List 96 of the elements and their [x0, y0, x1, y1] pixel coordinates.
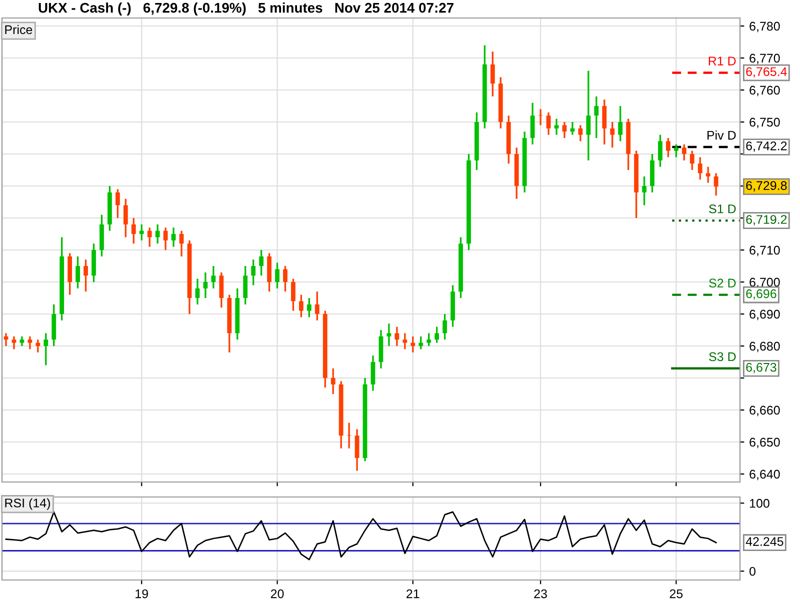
candlestick: [28, 336, 32, 350]
candlestick: [123, 198, 128, 238]
candlestick: [490, 50, 495, 98]
candlestick: [115, 188, 120, 219]
candlestick: [658, 134, 662, 168]
text: 42.245: [746, 537, 784, 546]
ref-line-label: Piv D: [707, 130, 736, 140]
candlestick: [291, 278, 296, 312]
candlestick: [76, 256, 80, 290]
candlestick: [402, 332, 408, 350]
y-tick-label: 0: [750, 566, 756, 576]
candlestick: [546, 112, 551, 136]
candlestick: [586, 70, 591, 162]
candlestick: [36, 338, 40, 354]
candlestick: [306, 297, 312, 318]
candlestick: [203, 272, 208, 299]
candlestick: [410, 336, 416, 354]
candlestick: [578, 124, 583, 142]
y-tick-label: 6,660: [750, 406, 780, 416]
y-tick-label: 6,680: [750, 342, 780, 352]
candlestick: [394, 326, 400, 347]
text: 6,719.2: [746, 215, 787, 226]
candlestick: [618, 105, 623, 142]
ref-line-label: S3 D: [709, 352, 736, 362]
candlestick: [163, 226, 168, 251]
candlestick: [706, 166, 710, 184]
candlestick: [179, 230, 184, 258]
y-tick-label: 6,640: [750, 470, 780, 480]
candlestick: [690, 150, 694, 171]
candlestick: [554, 118, 559, 136]
y-tick-label: 6,700: [750, 278, 780, 288]
candlestick: [610, 121, 615, 148]
candlestick: [155, 224, 160, 244]
candlestick: [283, 265, 288, 292]
text: 6,765.4: [746, 67, 787, 78]
candlestick: [682, 144, 686, 162]
candlestick: [434, 326, 440, 344]
candlestick: [219, 272, 224, 308]
y-tick-label: 6,750: [750, 118, 780, 128]
x-tick-label: 20: [270, 589, 284, 598]
candlestick: [20, 336, 24, 347]
candlestick: [642, 176, 646, 206]
text: 6,729.8: [746, 181, 787, 192]
candlestick: [139, 224, 144, 242]
y-tick-label: 6,760: [750, 86, 780, 96]
candlestick: [330, 368, 336, 395]
y-tick-label: 6,710: [750, 246, 780, 256]
candlestick: [12, 336, 16, 350]
candlestick: [370, 354, 376, 392]
candlestick: [418, 336, 424, 350]
x-tick-label: 23: [534, 589, 547, 598]
annotation: Price: [5, 24, 32, 34]
x-tick-label: 19: [136, 589, 148, 598]
candlestick: [714, 172, 718, 196]
ref-line-label: R1 D: [708, 56, 736, 66]
candlestick: [674, 144, 678, 158]
candlestick: [354, 428, 360, 472]
candlestick: [698, 156, 702, 180]
candlestick: [171, 226, 176, 248]
x-tick-label: 25: [670, 589, 683, 598]
candlestick: [131, 217, 136, 244]
candlestick: [426, 332, 432, 347]
x-tick-label: 21: [406, 589, 420, 598]
candlestick: [594, 96, 599, 139]
y-tick-label: 6,650: [750, 438, 780, 448]
candlestick: [195, 278, 200, 306]
text: 6,696: [746, 289, 776, 300]
chart-title: UKX - Cash (-) 6,729.8 (-0.19%) 5 minutes Nov 25 2014 07:27: [38, 2, 454, 16]
candlestick: [251, 258, 256, 286]
candlestick: [442, 313, 447, 340]
text: 6,742.2: [746, 141, 787, 152]
candlestick: [298, 294, 304, 318]
candlestick: [530, 102, 535, 146]
annotation: RSI (14): [5, 498, 50, 510]
candlestick: [147, 226, 152, 248]
candlestick: [386, 322, 392, 347]
candlestick: [666, 137, 670, 158]
candlestick: [259, 249, 264, 276]
candlestick: [602, 98, 607, 146]
y-tick-label: 100: [750, 498, 770, 508]
candlestick: [314, 290, 320, 322]
y-tick-label: 6,780: [750, 22, 780, 32]
candlestick: [243, 265, 248, 306]
candlestick: [211, 265, 216, 290]
line-series: [5, 511, 717, 560]
ref-line-label: S1 D: [709, 204, 736, 214]
candlestick: [346, 422, 352, 450]
candlestick: [44, 332, 48, 366]
candlestick: [538, 108, 543, 126]
y-tick-label: 6,690: [750, 310, 780, 320]
candlestick: [275, 262, 280, 290]
ref-line-label: S2 D: [709, 278, 736, 288]
candlestick: [84, 258, 88, 292]
candlestick: [562, 121, 567, 139]
text: 6,673: [746, 362, 776, 374]
y-tick-label: 6,770: [750, 54, 780, 64]
